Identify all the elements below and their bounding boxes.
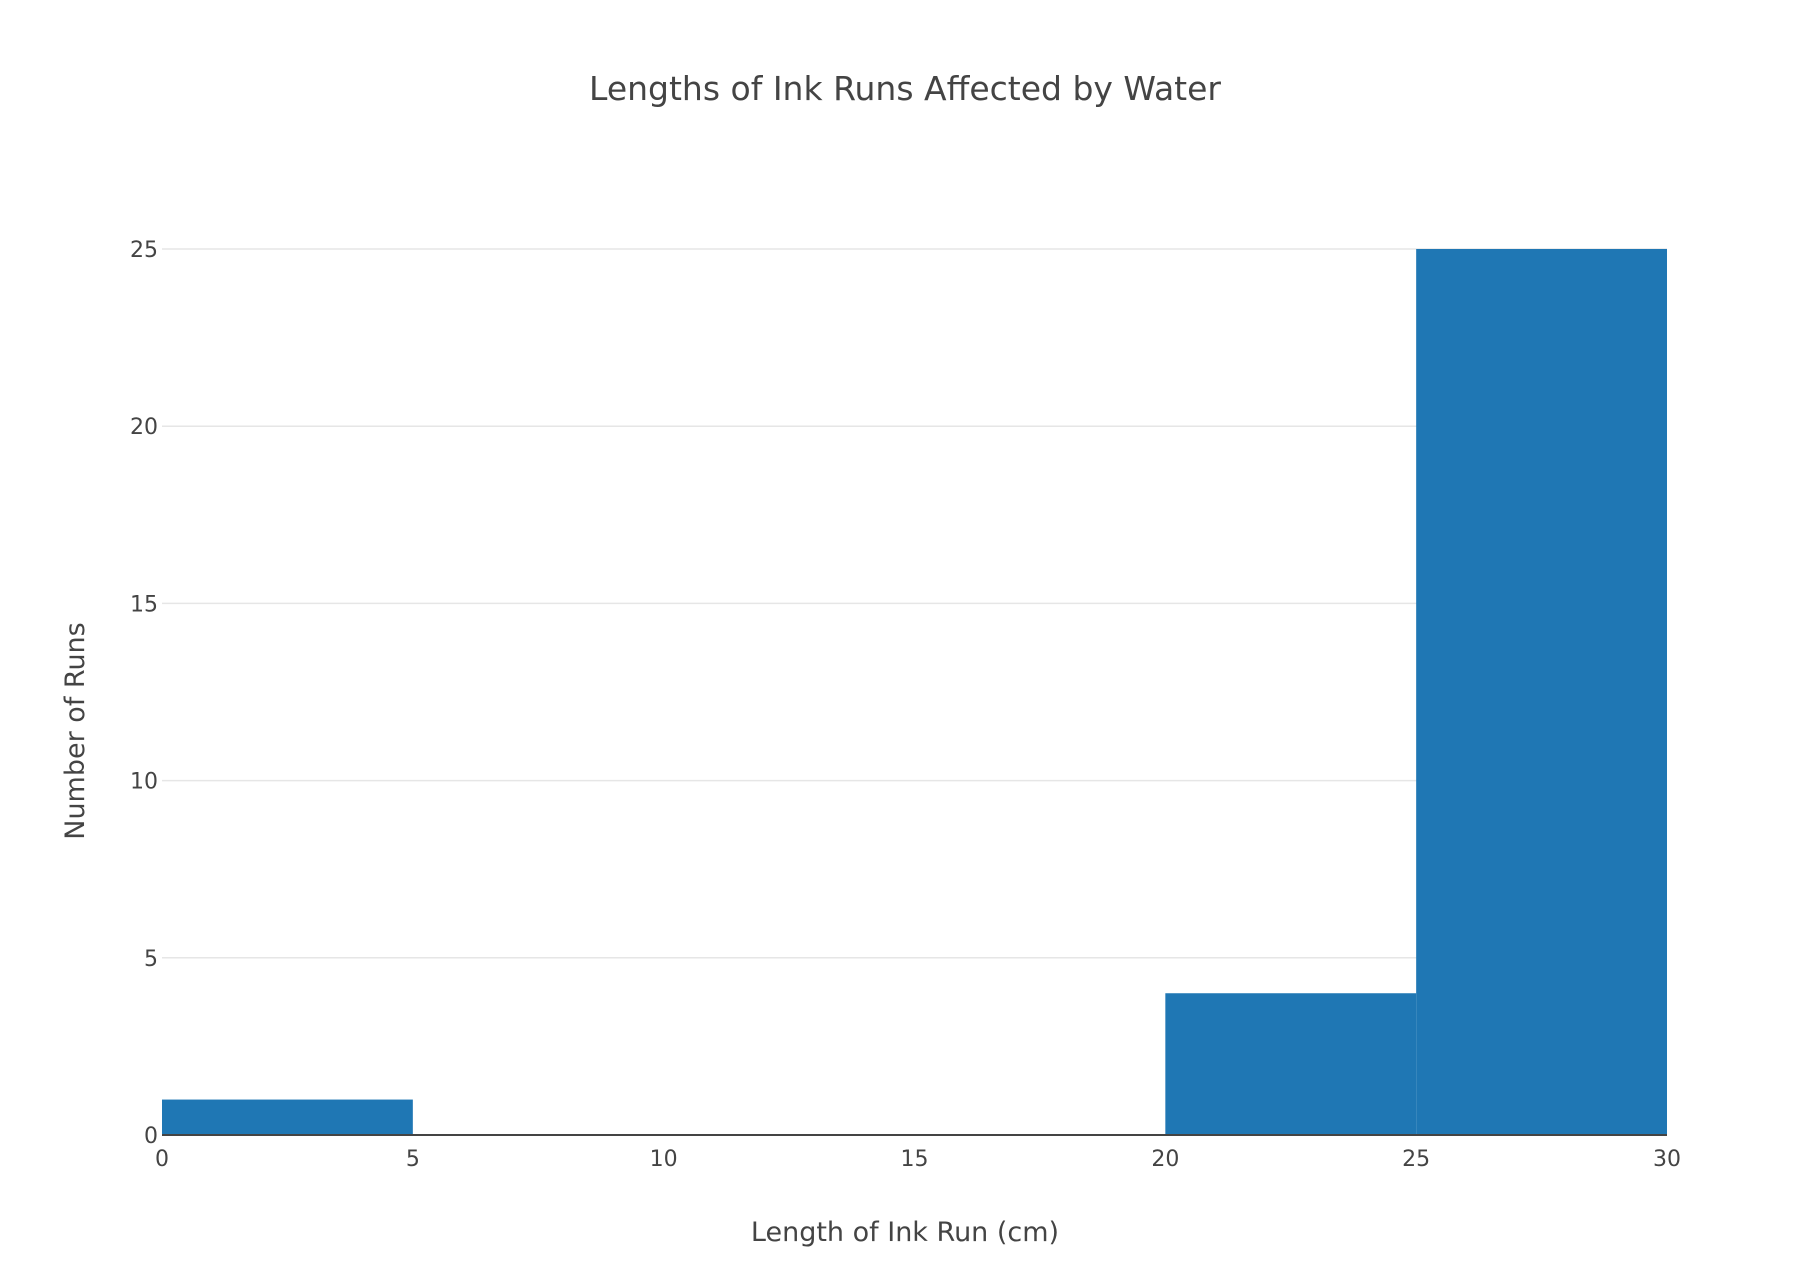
y-tick-label: 10	[130, 770, 158, 795]
x-tick-label: 25	[1402, 1147, 1430, 1172]
x-tick-label: 15	[901, 1147, 929, 1172]
y-tick-label: 15	[130, 592, 158, 617]
x-tick-label: 10	[650, 1147, 678, 1172]
y-tick-label: 20	[130, 415, 158, 440]
y-tick-label: 25	[130, 238, 158, 263]
chart-title: Lengths of Ink Runs Affected by Water	[589, 69, 1221, 108]
y-tick-label: 5	[144, 947, 158, 972]
bars	[162, 249, 1667, 1135]
x-tick-label: 5	[406, 1147, 420, 1172]
y-axis-ticks: 0 5 10 15 20 25	[130, 238, 158, 1149]
y-tick-label: 0	[144, 1124, 158, 1149]
histogram-bar-1	[162, 1099, 413, 1135]
x-axis-title: Length of Ink Run (cm)	[751, 1217, 1059, 1248]
x-tick-label: 30	[1653, 1147, 1681, 1172]
x-tick-label: 0	[155, 1147, 169, 1172]
x-axis-ticks: 0 5 10 15 20 25 30	[155, 1147, 1681, 1172]
x-tick-label: 20	[1151, 1147, 1179, 1172]
histogram-bar-5	[1165, 993, 1417, 1135]
histogram-bar-6	[1416, 249, 1667, 1135]
y-axis-title: Number of Runs	[60, 622, 91, 840]
